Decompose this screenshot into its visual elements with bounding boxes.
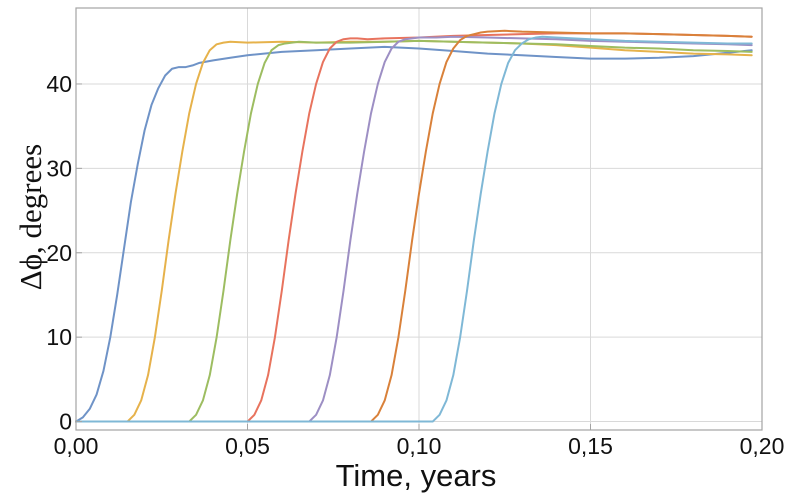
y-tick-label: 20 xyxy=(46,240,72,266)
tick-labels: 0,00 0,05 0,10 0,15 0,20 0 10 20 30 40 xyxy=(46,71,784,459)
x-axis-title: Time, years xyxy=(336,458,497,493)
x-tick-label: 0,00 xyxy=(54,433,99,459)
y-tick-label: 0 xyxy=(59,409,72,435)
y-tick-label: 10 xyxy=(46,324,72,350)
series-line-5 xyxy=(75,35,753,423)
series-line-3 xyxy=(75,39,753,423)
series-line-7 xyxy=(75,35,753,423)
y-tick-label: 30 xyxy=(46,155,72,181)
series-line-1 xyxy=(75,45,753,423)
data-series xyxy=(75,29,753,423)
x-tick-label: 0,20 xyxy=(740,433,785,459)
y-axis-title: Δϕ, degrees xyxy=(13,144,48,290)
series-line-6 xyxy=(75,29,753,423)
y-tick-label: 40 xyxy=(46,71,72,97)
series-line-2 xyxy=(75,39,753,423)
x-tick-label: 0,05 xyxy=(225,433,270,459)
x-tick-label: 0,15 xyxy=(568,433,613,459)
x-tick-label: 0,10 xyxy=(397,433,442,459)
